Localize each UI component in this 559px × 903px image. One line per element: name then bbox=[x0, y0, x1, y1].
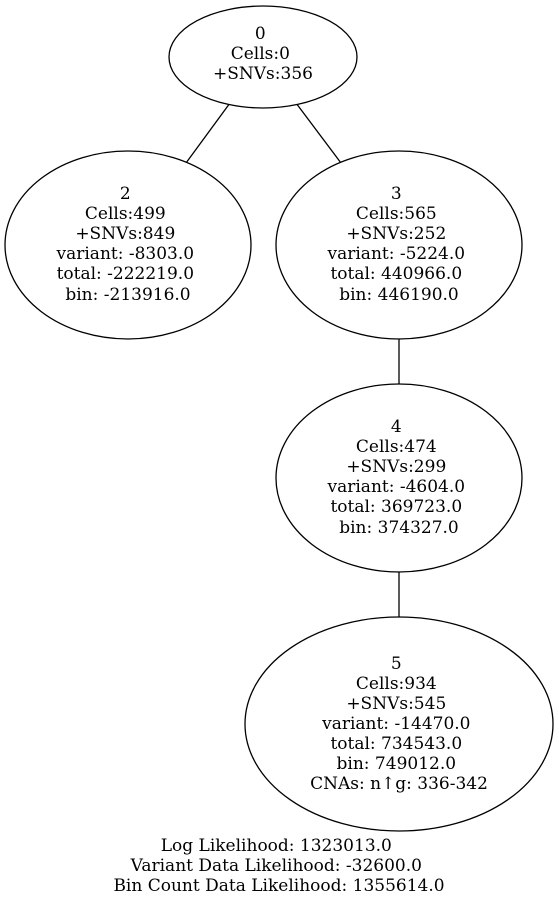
node-2-line: +SNVs:849 bbox=[75, 224, 175, 244]
log-likelihood-label: Log Likelihood: 1323013.0 bbox=[161, 836, 392, 856]
node-0: 0 Cells:0 +SNVs:356 bbox=[168, 5, 358, 109]
node-5-line: total: 734543.0 bbox=[330, 734, 462, 754]
likelihood-summary: Log Likelihood: 1323013.0 Variant Data L… bbox=[113, 836, 444, 896]
node-5-line: Cells:934 bbox=[356, 674, 437, 694]
node-0-line: Cells:0 bbox=[231, 44, 290, 64]
node-4-ellipse bbox=[275, 383, 523, 573]
node-4: 4 Cells:474 +SNVs:299 variant: -4604.0 t… bbox=[275, 383, 523, 573]
node-4-line: 4 bbox=[391, 417, 402, 437]
node-5-line: +SNVs:545 bbox=[346, 694, 446, 714]
svg-text:Log Likelihood: 1323013.0: Log Likelihood: 1323013.0 Variant Data L… bbox=[113, 836, 444, 896]
bin-likelihood-label: Bin Count Data Likelihood: 1355614.0 bbox=[113, 876, 444, 896]
node-5: 5 Cells:934 +SNVs:545 variant: -14470.0 … bbox=[244, 616, 554, 832]
node-3-line: variant: -5224.0 bbox=[327, 244, 466, 264]
node-4-line: total: 369723.0 bbox=[330, 497, 462, 517]
node-0-line: 0 bbox=[255, 24, 266, 44]
svg-text:0 Cells:0 +SNVs:35: 0 Cells:0 +SNVs:356 bbox=[213, 24, 313, 84]
node-3-line: +SNVs:252 bbox=[346, 224, 446, 244]
node-5-ellipse bbox=[244, 616, 554, 832]
node-5-line: 5 bbox=[391, 654, 402, 674]
node-3-line: bin: 446190.0 bbox=[339, 285, 459, 305]
node-3-line: 3 bbox=[391, 184, 402, 204]
edge-0-2 bbox=[185, 102, 231, 164]
node-5-line: bin: 749012.0 bbox=[337, 754, 457, 774]
node-2-line: total: -222219.0 bbox=[57, 264, 194, 284]
svg-text:5 Cells:934 +SNVs:: 5 Cells:934 +SNVs:545 variant: -14470.0 … bbox=[310, 654, 488, 794]
node-2-line: Cells:499 bbox=[85, 204, 166, 224]
node-5-line: CNAs: n↑g: 336-342 bbox=[310, 774, 488, 794]
svg-text:3 Cells:565 +SNVs:: 3 Cells:565 +SNVs:252 variant: -5224.0 t… bbox=[327, 184, 471, 305]
node-4-line: +SNVs:299 bbox=[346, 457, 446, 477]
edge-0-3 bbox=[295, 102, 342, 164]
node-3: 3 Cells:565 +SNVs:252 variant: -5224.0 t… bbox=[275, 150, 523, 340]
node-4-line: variant: -4604.0 bbox=[327, 477, 466, 497]
node-5-line: variant: -14470.0 bbox=[321, 714, 470, 734]
node-2-line: variant: -8303.0 bbox=[56, 244, 195, 264]
svg-text:4 Cells:474 +SNVs:: 4 Cells:474 +SNVs:299 variant: -4604.0 t… bbox=[327, 417, 471, 538]
variant-likelihood-label: Variant Data Likelihood: -32600.0 bbox=[130, 856, 422, 876]
node-2-line: 2 bbox=[120, 184, 131, 204]
node-3-ellipse bbox=[275, 150, 523, 340]
node-0-line: +SNVs:356 bbox=[213, 64, 313, 84]
node-2-line: bin: -213916.0 bbox=[65, 285, 190, 305]
svg-text:2 Cells:499 +SNVs:: 2 Cells:499 +SNVs:849 variant: -8303.0 t… bbox=[56, 184, 200, 305]
node-4-line: Cells:474 bbox=[356, 437, 437, 457]
node-0-ellipse bbox=[168, 5, 358, 109]
node-3-line: total: 440966.0 bbox=[330, 264, 462, 284]
node-4-line: bin: 374327.0 bbox=[339, 518, 459, 538]
tree-edges bbox=[185, 102, 400, 618]
node-2-ellipse bbox=[4, 150, 252, 340]
node-2: 2 Cells:499 +SNVs:849 variant: -8303.0 t… bbox=[4, 150, 252, 340]
node-3-line: Cells:565 bbox=[356, 204, 437, 224]
